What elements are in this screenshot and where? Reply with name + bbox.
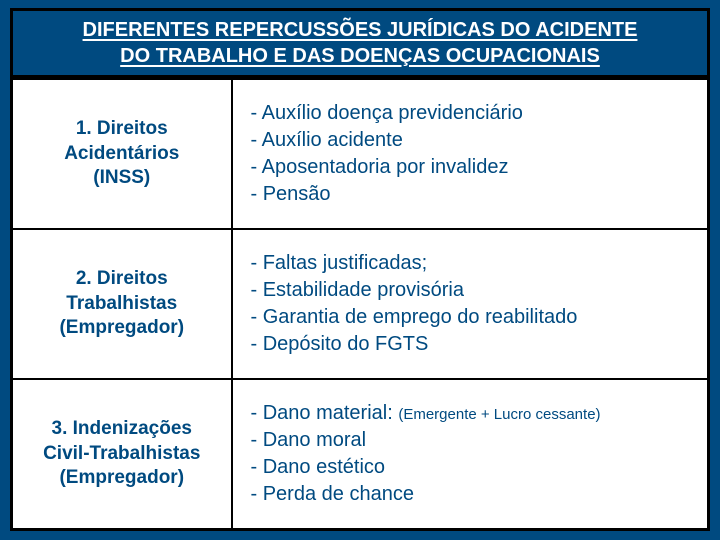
row-1-items: - Auxílio doença previdenciário - Auxíli… (232, 79, 709, 229)
list-item: - Dano moral (251, 427, 694, 454)
row-1-label: 1. Direitos Acidentários (INSS) (12, 79, 232, 229)
row-2-items: - Faltas justificadas; - Estabilidade pr… (232, 229, 709, 379)
repercussions-table: 1. Direitos Acidentários (INSS) - Auxíli… (10, 78, 710, 531)
title-line-2: DO TRABALHO E DAS DOENÇAS OCUPACIONAIS (120, 45, 600, 67)
item-note: (Emergente + Lucro cessante) (398, 406, 600, 423)
list-item: - Estabilidade provisória (251, 277, 694, 304)
row-3-items: - Dano material: (Emergente + Lucro cess… (232, 379, 709, 530)
item-text: - Dano material: (251, 402, 399, 424)
list-item: - Faltas justificadas; (251, 250, 694, 277)
table-row: 3. Indenizações Civil-Trabalhistas (Empr… (12, 379, 709, 530)
label-text: 3. Indenizações (52, 418, 192, 439)
row-2-label: 2. Direitos Trabalhistas (Empregador) (12, 229, 232, 379)
label-text: (Empregador) (59, 317, 184, 338)
row-3-label: 3. Indenizações Civil-Trabalhistas (Empr… (12, 379, 232, 530)
list-item: - Auxílio acidente (251, 127, 694, 154)
list-item: - Auxílio doença previdenciário (251, 100, 694, 127)
list-item: - Dano material: (Emergente + Lucro cess… (251, 400, 694, 427)
label-text: 1. Direitos (76, 118, 168, 139)
label-text: Trabalhistas (66, 293, 177, 314)
label-text: Acidentários (64, 143, 179, 164)
table-row: 2. Direitos Trabalhistas (Empregador) - … (12, 229, 709, 379)
label-text: Civil-Trabalhistas (43, 443, 200, 464)
slide-title: DIFERENTES REPERCUSSÕES JURÍDICAS DO ACI… (10, 8, 710, 78)
list-item: - Perda de chance (251, 481, 694, 508)
list-item: - Garantia de emprego do reabilitado (251, 304, 694, 331)
label-text: 2. Direitos (76, 268, 168, 289)
list-item: - Pensão (251, 181, 694, 208)
label-text: (Empregador) (59, 467, 184, 488)
list-item: - Dano estético (251, 454, 694, 481)
table-row: 1. Direitos Acidentários (INSS) - Auxíli… (12, 79, 709, 229)
title-line-1: DIFERENTES REPERCUSSÕES JURÍDICAS DO ACI… (83, 19, 638, 41)
list-item: - Depósito do FGTS (251, 331, 694, 358)
list-item: - Aposentadoria por invalidez (251, 154, 694, 181)
label-text: (INSS) (93, 167, 150, 188)
